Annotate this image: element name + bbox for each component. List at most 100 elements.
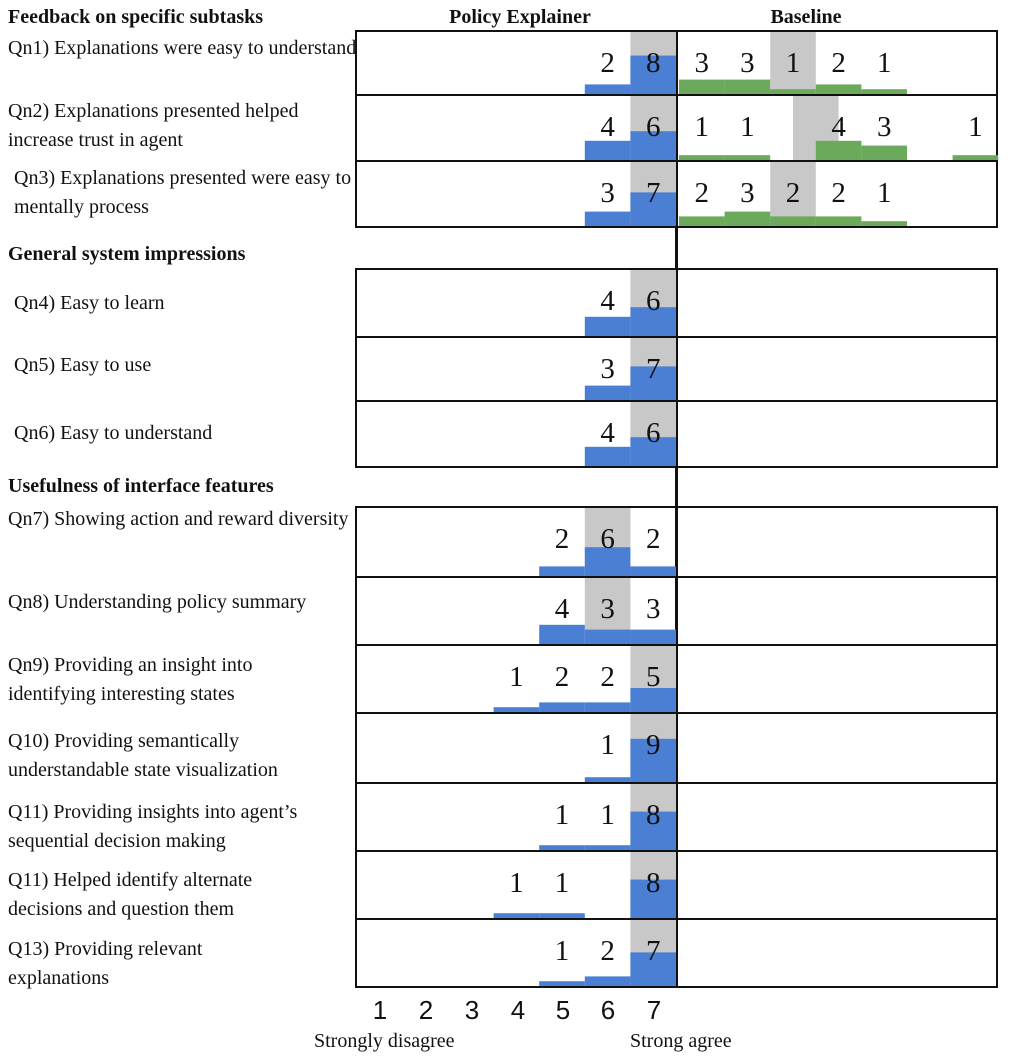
baseline-bar-1 [679, 216, 725, 226]
policy-bar-7 [630, 879, 676, 918]
baseline-bar-3 [770, 216, 816, 226]
question-label-qn8: Qn8) Understanding policy summary [8, 591, 307, 613]
baseline-bar-3 [770, 89, 816, 94]
policy-bar-6 [584, 211, 631, 226]
baseline-bar-1 [679, 155, 725, 160]
policy-count-label-6: 2 [600, 47, 615, 79]
column-divider [675, 30, 678, 988]
policy-count-label-7: 3 [646, 593, 661, 625]
policy-count-label-4: 1 [509, 661, 524, 693]
baseline-median-band [770, 162, 816, 226]
policy-bar-7 [630, 366, 676, 400]
baseline-count-label-1: 3 [695, 47, 710, 79]
question-label-qn3: Qn3) Explanations presented were easy to… [14, 167, 352, 218]
scale-tick-2: 2 [418, 995, 434, 1025]
baseline-count-label-3: 2 [786, 177, 801, 209]
policy-bar-5 [539, 913, 585, 918]
question-label-qn5: Qn5) Easy to use [14, 354, 152, 376]
baseline-bar-1 [679, 79, 725, 94]
policy-count-label-7: 8 [646, 799, 661, 831]
baseline-count-label-2: 3 [740, 177, 755, 209]
baseline-count-label-7: 1 [968, 111, 983, 143]
policy-count-label-7: 9 [646, 729, 661, 761]
policy-bar-5 [539, 702, 585, 712]
question-label-q11: Q11) Providing insights into agent’s seq… [8, 801, 298, 852]
baseline-count-label-2: 1 [740, 111, 755, 143]
baseline-count-label-5: 1 [877, 177, 892, 209]
policy-count-label-6: 2 [600, 935, 615, 967]
policy-bar-7 [630, 437, 676, 466]
policy-count-label-6: 2 [600, 661, 615, 693]
policy-bar-7 [630, 629, 676, 644]
baseline-bar-2 [724, 79, 771, 94]
scale-tick-3: 3 [464, 995, 480, 1025]
question-label-qn6: Qn6) Easy to understand [14, 422, 213, 444]
policy-count-label-6: 4 [600, 111, 615, 143]
scale-tick-7: 7 [646, 995, 662, 1025]
policy-count-label-7: 6 [646, 111, 661, 143]
question-label-qn1: Qn1) Explanations were easy to understan… [8, 37, 357, 59]
policy-count-label-7: 5 [646, 661, 661, 693]
baseline-bar-5 [861, 221, 907, 226]
policy-bar-6 [584, 777, 631, 782]
policy-bar-7 [630, 811, 676, 850]
policy-bar-6 [584, 446, 631, 466]
scale-min-label: Strongly disagree [314, 1030, 455, 1052]
policy-bar-7 [630, 566, 676, 576]
policy-count-label-6: 4 [600, 417, 615, 449]
policy-bar-7 [630, 55, 676, 94]
policy-count-label-6: 3 [600, 177, 615, 209]
baseline-bar-4 [815, 216, 862, 226]
policy-bar-7 [630, 738, 676, 782]
policy-count-label-6: 6 [600, 523, 615, 555]
question-label-qn7: Qn7) Showing action and reward diversity [8, 508, 349, 530]
scale-tick-1: 1 [372, 995, 388, 1025]
policy-count-label-7: 7 [646, 177, 661, 209]
policy-bar-5 [539, 981, 585, 986]
policy-bar-6 [584, 702, 631, 712]
policy-bar-6 [584, 629, 631, 644]
baseline-count-label-2: 3 [740, 47, 755, 79]
policy-bar-6 [584, 140, 631, 160]
scale-tick-6: 6 [600, 995, 616, 1025]
policy-count-label-6: 1 [600, 799, 615, 831]
policy-count-label-5: 1 [555, 799, 570, 831]
column-header-policy-explainer: Policy Explainer [449, 6, 591, 28]
policy-count-label-7: 2 [646, 523, 661, 555]
question-label-qn2: Qn2) Explanations presented helped incre… [8, 100, 299, 151]
section-title-features: Usefulness of interface features [8, 475, 274, 497]
policy-bar-7 [630, 307, 676, 336]
policy-bar-7 [630, 192, 676, 226]
policy-count-label-5: 2 [555, 523, 570, 555]
policy-bar-7 [630, 688, 676, 712]
scale-tick-5: 5 [555, 995, 571, 1025]
question-label-qn9: Qn9) Providing an insight into identifyi… [8, 654, 253, 705]
policy-bar-6 [584, 84, 631, 94]
policy-count-label-7: 6 [646, 285, 661, 317]
policy-count-label-4: 1 [509, 867, 524, 899]
baseline-bar-2 [724, 211, 771, 226]
baseline-count-label-5: 3 [877, 111, 892, 143]
policy-count-label-6: 3 [600, 353, 615, 385]
question-label-qn4: Qn4) Easy to learn [14, 292, 165, 314]
baseline-count-label-4: 2 [831, 177, 846, 209]
baseline-bar-4 [815, 140, 862, 160]
column-header-baseline: Baseline [770, 6, 842, 28]
policy-bar-5 [539, 624, 585, 644]
policy-count-label-6: 4 [600, 285, 615, 317]
question-label-q10: Q10) Providing semantically understandab… [8, 730, 278, 781]
policy-bar-6 [584, 845, 631, 850]
baseline-median-band [770, 32, 816, 94]
policy-bar-4 [493, 913, 540, 918]
policy-count-label-5: 1 [555, 867, 570, 899]
policy-bar-6 [584, 316, 631, 336]
policy-count-label-7: 7 [646, 935, 661, 967]
baseline-count-label-4: 2 [831, 47, 846, 79]
policy-bar-7 [630, 952, 676, 986]
policy-bar-5 [539, 566, 585, 576]
baseline-bar-5 [861, 89, 907, 94]
baseline-bar-4 [815, 84, 862, 94]
policy-bar-5 [539, 845, 585, 850]
policy-count-label-7: 6 [646, 417, 661, 449]
section-title-subtasks: Feedback on specific subtasks [8, 6, 264, 28]
